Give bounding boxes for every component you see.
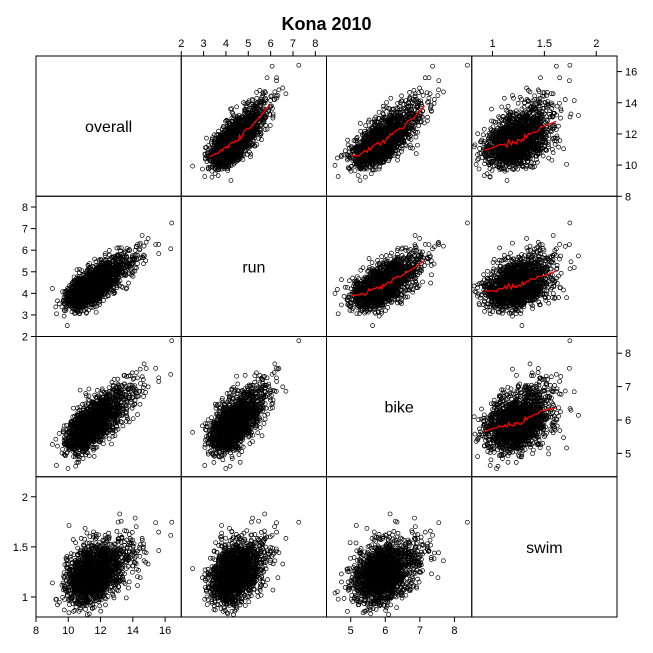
scatter-panel (50, 512, 173, 617)
axis-tick-label: 14 (625, 98, 637, 110)
axis-tick-label: 8 (22, 202, 28, 214)
axis-tick-label: 12 (625, 129, 637, 141)
axis-tick-label: 2 (593, 38, 599, 50)
axis-tick-label: 2 (22, 492, 28, 504)
axis-tick-label: 8 (625, 348, 631, 360)
axis-tick-label: 14 (127, 625, 139, 637)
scatter-panel (191, 512, 301, 617)
axis-tick-label: 1 (489, 38, 495, 50)
axis-tick-label: 2 (178, 38, 184, 50)
scatter-panel (472, 63, 580, 182)
axis-tick-label: 1.5 (13, 542, 28, 554)
axis-tick-label: 7 (290, 38, 296, 50)
axis-tick-label: 6 (268, 38, 274, 50)
axis-tick-label: 6 (625, 415, 631, 427)
variable-label: run (242, 259, 265, 276)
axis-tick-label: 7 (625, 382, 631, 394)
axis-tick-label: 5 (348, 625, 354, 637)
scatter-panel (191, 339, 301, 471)
axis-tick-label: 6 (382, 625, 388, 637)
axis-tick-label: 8 (451, 625, 457, 637)
scatter-panel (50, 339, 173, 471)
axis-tick-label: 7 (417, 625, 423, 637)
axis-tick-label: 6 (22, 245, 28, 257)
axis-tick-label: 5 (245, 38, 251, 50)
axis-tick-label: 16 (625, 67, 637, 79)
axis-tick-label: 5 (22, 267, 28, 279)
axis-tick-label: 3 (201, 38, 207, 50)
axis-tick-label: 10 (625, 160, 637, 172)
axis-tick-label: 1.5 (537, 38, 552, 50)
axis-tick-label: 5 (625, 448, 631, 460)
axis-tick-label: 8 (312, 38, 318, 50)
axis-tick-label: 16 (159, 625, 171, 637)
pairs-plot-container: Kona 2010 overallrunbikeswim810121416810… (0, 0, 653, 653)
axis-tick-label: 3 (22, 310, 28, 322)
variable-label: swim (526, 540, 562, 557)
scatter-panel (333, 221, 469, 328)
scatter-panel (191, 63, 301, 182)
axis-tick-label: 10 (62, 625, 74, 637)
axis-tick-label: 4 (22, 288, 28, 300)
axis-tick-label: 2 (22, 332, 28, 344)
axis-tick-label: 4 (223, 38, 229, 50)
scatter-panel (333, 512, 469, 617)
axis-tick-label: 8 (625, 191, 631, 203)
variable-label: overall (85, 119, 132, 136)
scatter-panel (472, 339, 580, 471)
axis-tick-label: 12 (94, 625, 106, 637)
scatter-panel (50, 221, 173, 328)
axis-tick-label: 7 (22, 224, 28, 236)
variable-label: bike (384, 400, 413, 417)
scatter-panel (333, 63, 469, 182)
axis-tick-label: 1 (22, 592, 28, 604)
scatter-panel (472, 221, 580, 328)
axis-tick-label: 8 (33, 625, 39, 637)
pairs-plot-svg: overallrunbikeswim8101214168101214162345… (0, 0, 653, 653)
